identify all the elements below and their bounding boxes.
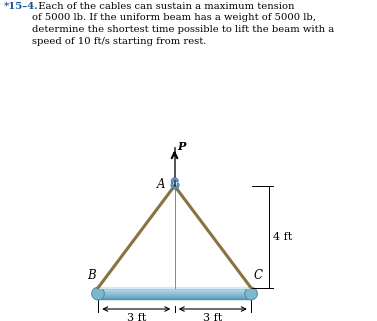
Bar [98, 291, 251, 292]
Text: A: A [157, 178, 166, 191]
Bar [98, 293, 251, 294]
Bar [98, 292, 251, 293]
Text: 3 ft: 3 ft [203, 313, 222, 321]
Bar [98, 295, 251, 296]
Text: *15–4.: *15–4. [4, 2, 38, 11]
Text: B: B [87, 269, 95, 282]
Bar [98, 297, 251, 298]
Bar [98, 298, 251, 299]
Text: 4 ft: 4 ft [273, 232, 293, 242]
Bar [98, 288, 251, 299]
Text: Each of the cables can sustain a maximum tension
of 5000 lb. If the uniform beam: Each of the cables can sustain a maximum… [32, 2, 334, 46]
Text: C: C [254, 269, 263, 282]
Circle shape [245, 287, 257, 300]
Text: 3 ft: 3 ft [127, 313, 146, 321]
Bar [98, 290, 251, 291]
Text: P: P [178, 141, 186, 152]
Bar [98, 294, 251, 295]
Bar [98, 289, 251, 290]
Circle shape [92, 287, 104, 300]
Bar [98, 296, 251, 297]
